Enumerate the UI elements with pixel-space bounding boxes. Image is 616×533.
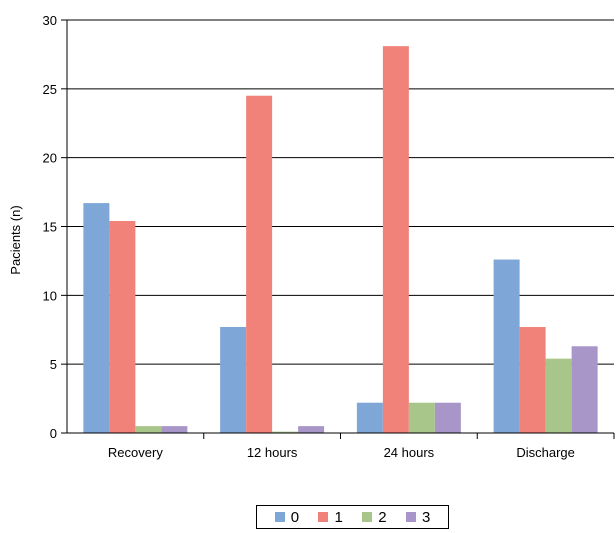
x-tick-label: 12 hours	[247, 445, 298, 460]
bar-12-hours-series-0	[220, 326, 247, 433]
y-tick-label: 10	[43, 288, 57, 303]
bar-discharge-series-1	[519, 326, 546, 433]
y-tick-label: 5	[50, 357, 57, 372]
bar-recovery-series-3	[161, 426, 188, 433]
legend: 0 1 2 3	[256, 505, 449, 529]
legend-item-0: 0	[274, 508, 300, 526]
bar-recovery-series-0	[83, 203, 110, 433]
bar-12-hours-series-1	[246, 95, 273, 433]
legend-swatch	[274, 512, 285, 522]
axes	[66, 20, 615, 439]
legend-label: 1	[334, 508, 343, 526]
bar-recovery-series-2	[135, 426, 162, 433]
bar-12-hours-series-2	[272, 431, 299, 433]
bar-24-hours-series-1	[382, 46, 409, 433]
bars	[83, 46, 598, 433]
bar-12-hours-series-3	[298, 426, 325, 433]
bar-discharge-series-3	[571, 346, 598, 433]
y-tick-label: 15	[43, 220, 57, 235]
x-tick-label: 24 hours	[384, 445, 435, 460]
legend-item-1: 1	[318, 508, 343, 526]
x-tick-label: Discharge	[516, 445, 575, 460]
gridlines	[61, 19, 614, 434]
bar-recovery-series-1	[109, 220, 136, 433]
y-axis-label: Pacients (n)	[8, 205, 23, 274]
y-tick-labels: 0 5 10 15 20 25 30	[43, 13, 57, 441]
y-tick-label: 25	[43, 82, 57, 97]
bar-discharge-series-0	[493, 259, 520, 433]
bar-24-hours-series-3	[434, 402, 461, 433]
legend-swatch	[405, 512, 416, 522]
y-tick-label: 20	[43, 151, 57, 166]
x-tick-labels: Recovery 12 hours 24 hours Discharge	[108, 445, 575, 460]
x-tick-label: Recovery	[108, 445, 163, 460]
legend-item-3: 3	[405, 508, 431, 526]
legend-swatch	[362, 512, 373, 522]
y-tick-label: 30	[43, 13, 57, 28]
legend-swatch	[318, 512, 329, 522]
y-tick-label: 0	[50, 426, 57, 441]
legend-label: 3	[421, 508, 431, 526]
bar-24-hours-series-0	[356, 402, 383, 433]
bar-chart: 0 5 10 15 20 25 30 Recovery 12 hours 24 hours Dis…	[8, 13, 615, 460]
legend-label: 2	[378, 508, 387, 526]
bar-discharge-series-2	[545, 358, 572, 433]
legend-item-2: 2	[362, 508, 387, 526]
bar-24-hours-series-2	[408, 402, 435, 433]
legend-label: 0	[290, 508, 300, 526]
